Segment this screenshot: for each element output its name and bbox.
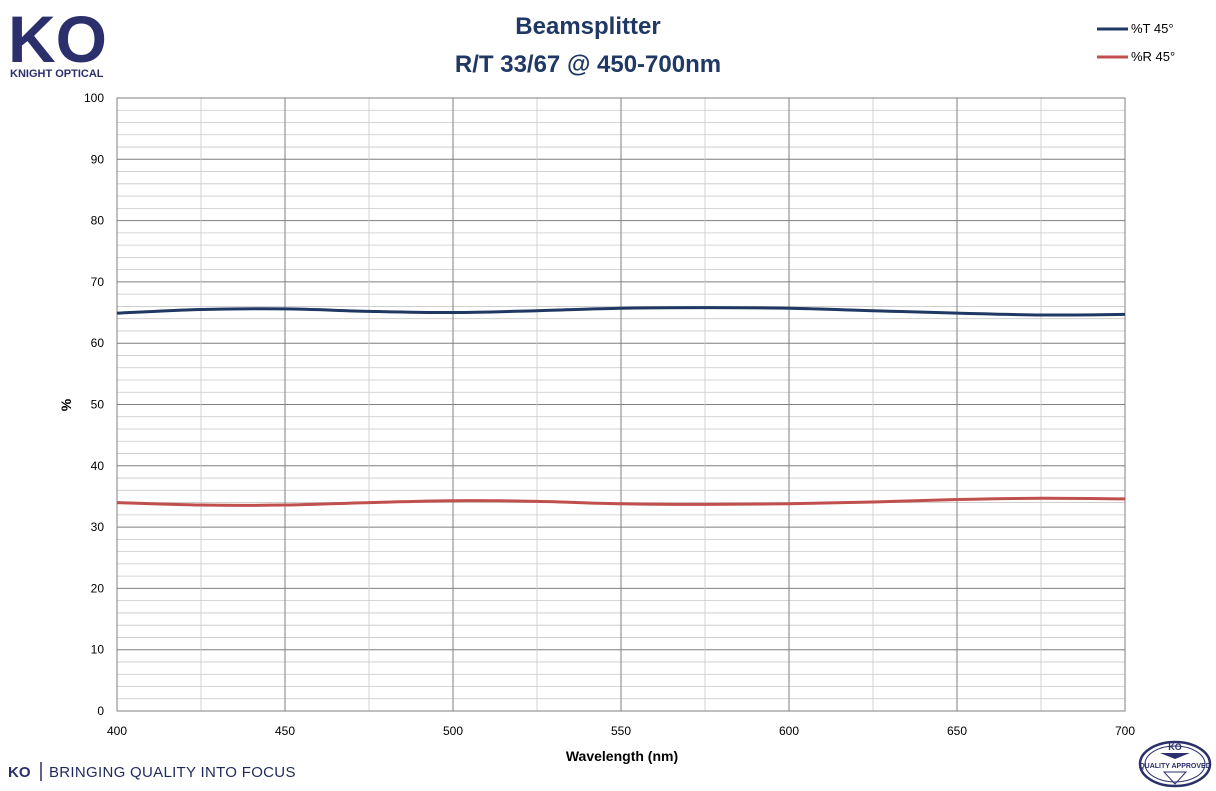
y-tick-label: 40 (91, 459, 105, 473)
x-tick-label: 450 (275, 724, 295, 738)
x-tick-label: 400 (107, 724, 127, 738)
badge-diamond-icon (1160, 753, 1190, 759)
footer-tagline: KO BRINGING QUALITY INTO FOCUS (8, 762, 296, 781)
company-logo: KO KNIGHT OPTICAL (8, 2, 107, 80)
logo-mark: KO (8, 2, 107, 76)
y-tick-label: 20 (91, 581, 105, 595)
y-axis-title: % (58, 398, 74, 411)
y-tick-label: 100 (84, 91, 104, 105)
chart-subtitle: R/T 33/67 @ 450-700nm (455, 51, 721, 78)
y-tick-label: 80 (91, 214, 105, 228)
quality-approved-badge: KO QUALITY APPROVED (1138, 740, 1212, 788)
badge-mark: KO (1168, 742, 1182, 752)
x-tick-label: 650 (947, 724, 967, 738)
tagline-text: BRINGING QUALITY INTO FOCUS (49, 764, 296, 781)
y-tick-label: 70 (91, 275, 105, 289)
legend-label: %T 45° (1131, 21, 1174, 36)
series-lines (116, 306, 1126, 507)
legend: %T 45° %R 45° (1097, 21, 1175, 64)
axis-ticks: 0 10 20 30 40 50 60 70 80 90 100 400 450 500 550 600 650… (84, 91, 1135, 738)
x-tick-label: 550 (611, 724, 631, 738)
y-tick-label: 90 (91, 152, 105, 166)
series-line-transmission (116, 306, 1126, 317)
y-tick-label: 30 (91, 520, 105, 534)
x-tick-label: 600 (779, 724, 799, 738)
y-tick-label: 60 (91, 336, 105, 350)
x-tick-label: 700 (1115, 724, 1135, 738)
badge-text: QUALITY APPROVED (1139, 763, 1211, 770)
y-tick-label: 10 (91, 643, 105, 657)
y-tick-label: 50 (91, 398, 105, 412)
badge-ring (1138, 740, 1212, 788)
series-line-reflection (116, 496, 1126, 507)
legend-label: %R 45° (1131, 49, 1175, 64)
x-tick-label: 500 (443, 724, 463, 738)
plot-border (116, 97, 1126, 712)
tagline-mark: KO (8, 764, 31, 781)
badge-inner-ring (1144, 745, 1206, 783)
y-tick-label: 0 (97, 704, 104, 718)
badge-gem-icon (1162, 771, 1188, 785)
grid (116, 97, 1126, 712)
chart-title: Beamsplitter (515, 13, 660, 40)
x-axis-title: Wavelength (nm) (566, 748, 678, 764)
logo-name: KNIGHT OPTICAL (10, 68, 104, 80)
